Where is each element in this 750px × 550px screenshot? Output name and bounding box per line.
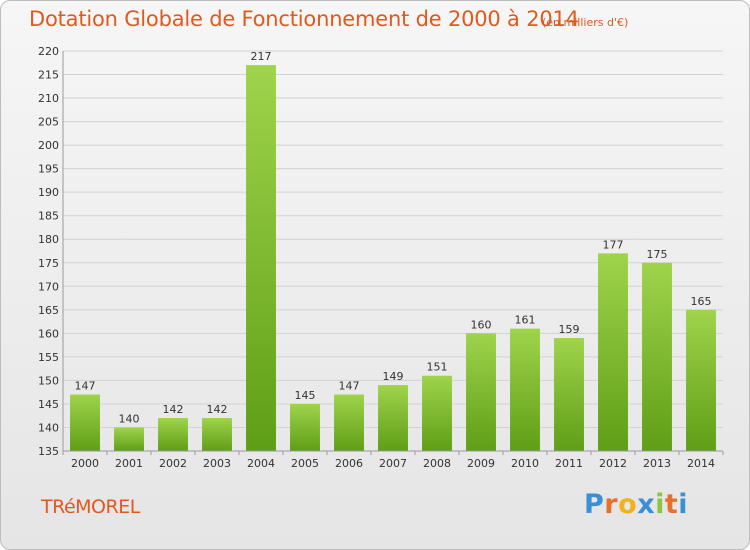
- y-tick-label: 155: [38, 351, 59, 364]
- logo-letter: P: [584, 489, 605, 520]
- bar: [334, 394, 364, 451]
- x-tick-label: 2011: [555, 457, 583, 470]
- x-tick-label: 2009: [467, 457, 495, 470]
- data-label: 217: [251, 50, 272, 63]
- data-label: 161: [515, 314, 536, 327]
- y-tick-label: 200: [38, 139, 59, 152]
- y-tick-label: 180: [38, 233, 59, 246]
- x-tick-label: 2001: [115, 457, 143, 470]
- bar: [686, 309, 716, 451]
- x-tick-label: 2005: [291, 457, 319, 470]
- x-tick-label: 2003: [203, 457, 231, 470]
- x-tick-label: 2014: [687, 457, 715, 470]
- data-label: 142: [207, 403, 228, 416]
- y-tick-label: 170: [38, 280, 59, 293]
- bar: [246, 65, 276, 451]
- x-tick-label: 2000: [71, 457, 99, 470]
- y-tick-label: 165: [38, 304, 59, 317]
- bar: [290, 403, 320, 451]
- data-label: 165: [691, 295, 712, 308]
- y-tick-label: 150: [38, 374, 59, 387]
- data-label: 142: [163, 403, 184, 416]
- unit-note: (en milliers d'€): [542, 16, 629, 29]
- data-label: 160: [471, 318, 492, 331]
- x-tick-label: 2006: [335, 457, 363, 470]
- logo-letter: o: [618, 489, 638, 520]
- y-tick-label: 215: [38, 69, 59, 82]
- x-tick-label: 2012: [599, 457, 627, 470]
- proxiti-logo: Proxiti: [584, 489, 688, 520]
- y-tick-label: 140: [38, 421, 59, 434]
- y-tick-label: 195: [38, 163, 59, 176]
- data-label: 151: [427, 361, 448, 374]
- y-tick-label: 190: [38, 186, 59, 199]
- x-tick-label: 2013: [643, 457, 671, 470]
- x-tick-label: 2008: [423, 457, 451, 470]
- x-tick-label: 2007: [379, 457, 407, 470]
- data-label: 177: [603, 238, 624, 251]
- bar: [378, 385, 408, 451]
- x-tick-label: 2004: [247, 457, 275, 470]
- bar: [202, 418, 232, 451]
- data-label: 147: [75, 380, 96, 393]
- logo-letter: x: [637, 489, 656, 520]
- y-tick-label: 185: [38, 210, 59, 223]
- bar: [554, 338, 584, 451]
- y-tick-label: 145: [38, 398, 59, 411]
- y-tick-label: 220: [38, 45, 59, 58]
- y-tick-label: 210: [38, 92, 59, 105]
- data-label: 175: [647, 248, 668, 261]
- bar: [510, 328, 540, 451]
- bar: [598, 253, 628, 451]
- logo-letter: r: [604, 489, 619, 520]
- y-tick-label: 175: [38, 257, 59, 270]
- x-tick-label: 2002: [159, 457, 187, 470]
- logo-letter: i: [655, 489, 665, 520]
- bar: [466, 333, 496, 451]
- commune-name: TRéMOREL: [41, 496, 140, 518]
- data-label: 147: [339, 380, 360, 393]
- chart-title: Dotation Globale de Fonctionnement de 20…: [29, 7, 579, 31]
- y-tick-label: 205: [38, 116, 59, 129]
- data-label: 149: [383, 370, 404, 383]
- logo-letter: t: [664, 489, 679, 520]
- bar: [114, 427, 144, 451]
- bar: [422, 375, 452, 451]
- y-tick-label: 160: [38, 327, 59, 340]
- logo-letter: i: [678, 489, 689, 520]
- bar: [70, 394, 100, 451]
- bar: [642, 262, 672, 451]
- y-tick-label: 135: [38, 445, 59, 458]
- bar: [158, 418, 188, 451]
- data-label: 140: [119, 412, 140, 425]
- x-tick-label: 2010: [511, 457, 539, 470]
- data-label: 159: [559, 323, 580, 336]
- data-label: 145: [295, 389, 316, 402]
